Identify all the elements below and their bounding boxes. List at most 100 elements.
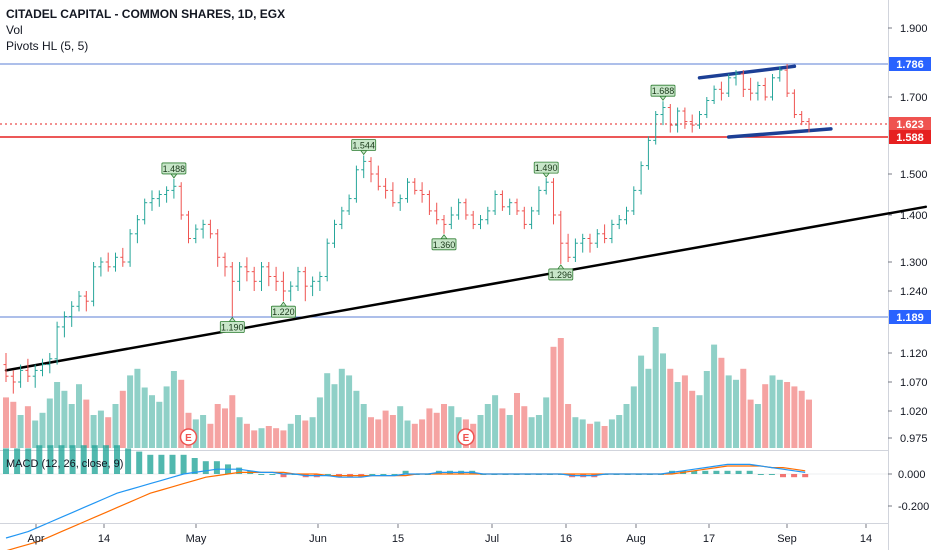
macd-histogram-bar xyxy=(369,474,376,475)
macd-histogram-bar xyxy=(258,474,265,475)
price-tick-label: 1.070 xyxy=(900,377,928,389)
pivot-label: 1.296 xyxy=(548,264,574,281)
volume-bar xyxy=(652,327,659,448)
ohlc-bar xyxy=(207,219,213,239)
macd-indicator-label[interactable]: MACD (12, 26, close, 9) xyxy=(6,458,124,470)
ohlc-bar xyxy=(397,194,403,211)
ohlc-bar xyxy=(587,233,593,253)
svg-text:1.488: 1.488 xyxy=(163,164,186,174)
ohlc-bar xyxy=(667,104,673,133)
svg-text:1.296: 1.296 xyxy=(550,270,573,280)
symbol-title[interactable]: CITADEL CAPITAL - COMMON SHARES, 1D, EGX xyxy=(6,7,286,21)
volume-bar xyxy=(630,386,637,448)
volume-bar xyxy=(90,415,97,448)
ohlc-bar xyxy=(383,178,389,199)
svg-text:1.623: 1.623 xyxy=(896,119,924,131)
volume-bar xyxy=(441,404,447,448)
volume-bar xyxy=(258,428,265,448)
volume-bar xyxy=(112,404,119,448)
macd-histogram-bar xyxy=(791,474,798,478)
ohlc-bar xyxy=(61,311,67,338)
volume-bar xyxy=(521,406,528,448)
volume-bar xyxy=(791,386,798,448)
ohlc-bar xyxy=(521,206,527,230)
volume-bar xyxy=(601,426,608,448)
macd-histogram-bar xyxy=(125,448,132,474)
ohlc-bar xyxy=(689,114,695,133)
macd-histogram-bar xyxy=(14,448,21,474)
volume-bar xyxy=(806,399,812,448)
ohlc-bar xyxy=(777,66,783,82)
volume-bar xyxy=(608,419,615,448)
volume-bar xyxy=(251,430,258,448)
volume-bar xyxy=(214,404,221,448)
ohlc-bar xyxy=(295,266,301,291)
macd-histogram-bar xyxy=(802,474,809,478)
volume-bar xyxy=(543,397,550,448)
svg-text:1.190: 1.190 xyxy=(221,322,244,332)
volume-bar xyxy=(616,415,623,448)
ohlc-bar xyxy=(178,182,184,220)
ohlc-bar xyxy=(105,252,111,272)
trendline xyxy=(726,127,833,139)
ohlc-bar xyxy=(83,291,89,312)
price-tick-label: 1.300 xyxy=(900,257,928,269)
ohlc-bar xyxy=(770,73,775,101)
macd-histogram-bar xyxy=(69,445,76,474)
volume-bar xyxy=(769,375,776,448)
macd-histogram-bar xyxy=(735,470,742,474)
volume-bar xyxy=(163,386,170,448)
ohlc-bar xyxy=(551,178,556,225)
volume-bar xyxy=(76,384,82,448)
ohlc-bar xyxy=(10,370,16,394)
volume-bar xyxy=(17,415,24,448)
volume-bar xyxy=(127,375,134,448)
macd-histogram-bar xyxy=(691,470,698,474)
volume-bar xyxy=(798,390,805,448)
ohlc-bar xyxy=(69,301,75,327)
svg-text:E: E xyxy=(185,433,192,444)
pivots-indicator-label[interactable]: Pivots HL (5, 5) xyxy=(6,39,89,53)
ohlc-bar xyxy=(346,194,352,215)
pivot-label: 1.544 xyxy=(351,139,377,156)
ohlc-bar xyxy=(259,262,264,291)
macd-histogram-bar xyxy=(402,470,409,474)
macd-histogram-bar xyxy=(724,470,731,474)
ohlc-bar xyxy=(653,111,659,145)
earnings-marker: E xyxy=(179,428,198,446)
macd-tick-label: -0.200 xyxy=(898,501,929,513)
svg-text:1.786: 1.786 xyxy=(896,59,924,71)
ohlc-bar xyxy=(726,73,732,97)
ohlc-bar xyxy=(91,262,97,307)
volume-bar xyxy=(24,406,31,448)
macd-histogram-bar xyxy=(80,445,87,474)
volume-bar xyxy=(178,379,185,448)
macd-histogram-bar xyxy=(58,445,65,474)
ohlc-bar xyxy=(682,107,688,129)
volume-bar xyxy=(711,344,718,448)
macd-histogram-bar xyxy=(702,470,709,474)
volume-bar xyxy=(506,415,513,448)
volume-bar xyxy=(32,420,39,448)
macd-histogram-bar xyxy=(380,474,387,475)
price-tick-label: 1.400 xyxy=(900,210,928,222)
vol-indicator-label[interactable]: Vol xyxy=(6,23,23,37)
volume-bar xyxy=(360,404,367,448)
volume-bar xyxy=(273,428,280,448)
trendline xyxy=(4,205,928,372)
ohlc-bar xyxy=(113,252,118,272)
pivot-label: 1.688 xyxy=(650,84,676,101)
volume-bar xyxy=(426,408,433,448)
macd-histogram-bar xyxy=(202,461,209,474)
ohlc-bar xyxy=(733,70,739,86)
pivot-label: 1.360 xyxy=(431,234,457,251)
macd-histogram-bar xyxy=(236,467,243,474)
macd-tick-label: 0.000 xyxy=(898,469,926,481)
ohlc-bar xyxy=(142,198,148,225)
volume-bar xyxy=(156,401,163,448)
macd-histogram-bar xyxy=(757,474,764,475)
macd-histogram-bar xyxy=(780,474,786,478)
ohlc-bar xyxy=(222,252,228,277)
ohlc-bar xyxy=(499,190,505,211)
